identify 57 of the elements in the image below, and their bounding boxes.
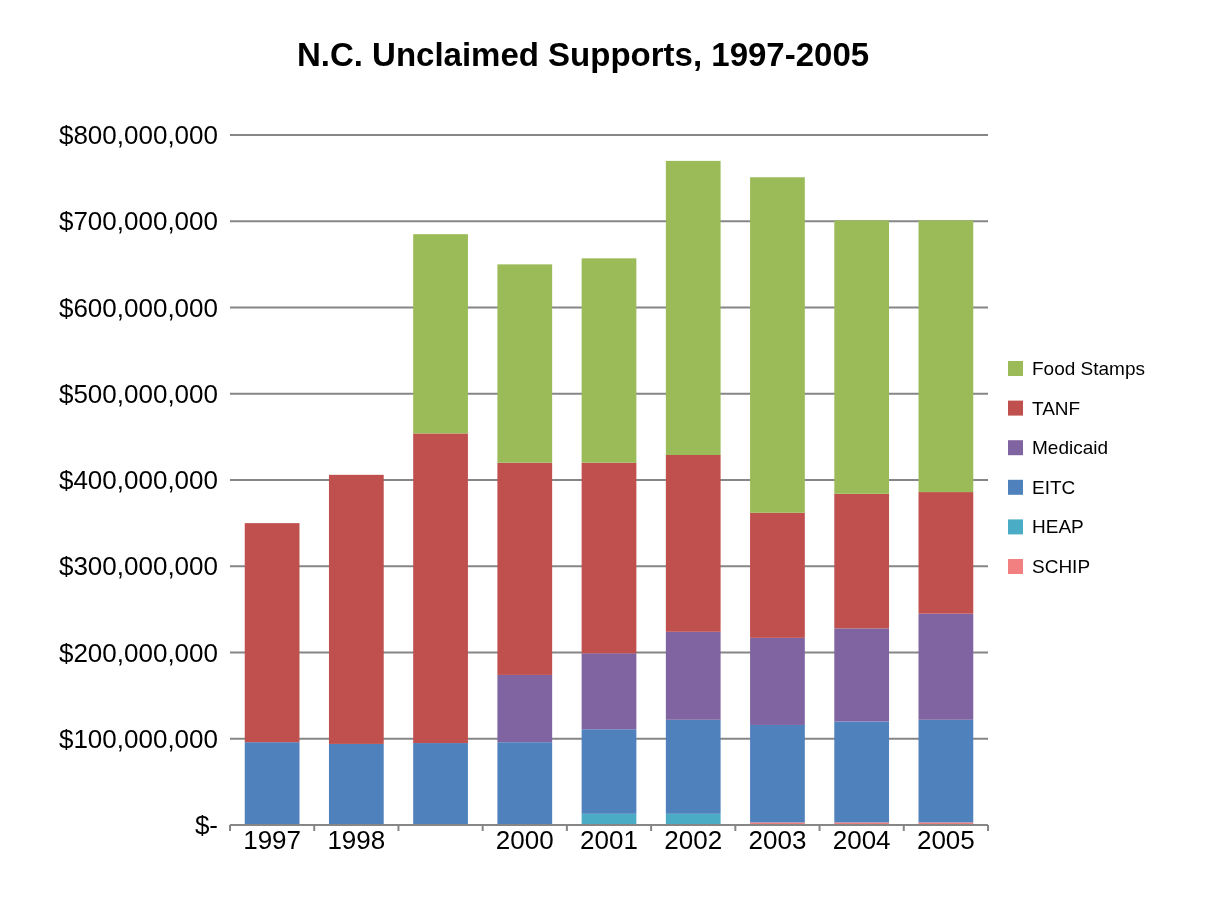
bar [244,742,300,825]
bar [834,628,890,722]
bar [750,637,805,725]
bar [750,177,805,513]
bar [918,492,974,614]
y-tick-label: $700,000,000 [58,206,218,237]
bar [413,433,468,744]
bar [413,234,468,434]
bar [918,220,974,493]
bar [244,523,300,743]
bar [750,512,805,638]
y-tick-label: $100,000,000 [58,723,218,754]
bar [665,813,721,825]
y-tick-label: $400,000,000 [58,465,218,495]
x-tick-label: 1997 [243,825,302,855]
bar [581,729,637,814]
x-tick-label: 2002 [664,825,723,855]
legend-label: HEAP [1032,516,1084,538]
y-tick-label: $300,000,000 [58,551,218,582]
y-tick-label: $- [194,810,218,840]
legend-label: SCHIP [1032,556,1091,577]
legend-label: Medicaid [1032,437,1109,459]
bar [497,674,553,743]
bar [328,743,384,825]
y-tick-label: $500,000,000 [58,378,218,409]
bar [581,462,637,654]
bar [497,264,553,463]
y-tick-label: $600,000,000 [58,292,218,323]
bar [750,724,805,823]
bar [834,721,890,823]
chart-title: N.C. Unclaimed Supports, 1997-2005 [296,36,870,73]
bar [413,743,468,825]
legend-label: TANF [1032,397,1081,419]
legend-label: EITC [1032,476,1076,498]
bar [665,160,721,455]
bar [328,474,384,744]
bar [581,653,637,730]
y-tick-label: $200,000,000 [58,637,218,668]
bar [497,462,553,675]
x-tick-label: 2000 [495,825,554,855]
bar [581,813,637,825]
legend-label: Food Stamps [1032,358,1145,379]
x-tick-label: 2001 [580,825,638,855]
x-tick-label: 2005 [916,825,975,855]
x-tick-label: 2003 [748,825,807,855]
x-tick-label: 1998 [327,825,386,855]
bar [665,631,721,720]
bar [665,719,721,814]
bar [834,220,890,494]
y-tick-label: $800,000,000 [58,120,218,150]
bar [497,742,553,825]
bar [834,493,890,629]
x-tick-label: 2004 [832,825,891,855]
bar [918,613,974,720]
bar [581,258,637,463]
bar [665,454,721,632]
bar [918,719,974,823]
